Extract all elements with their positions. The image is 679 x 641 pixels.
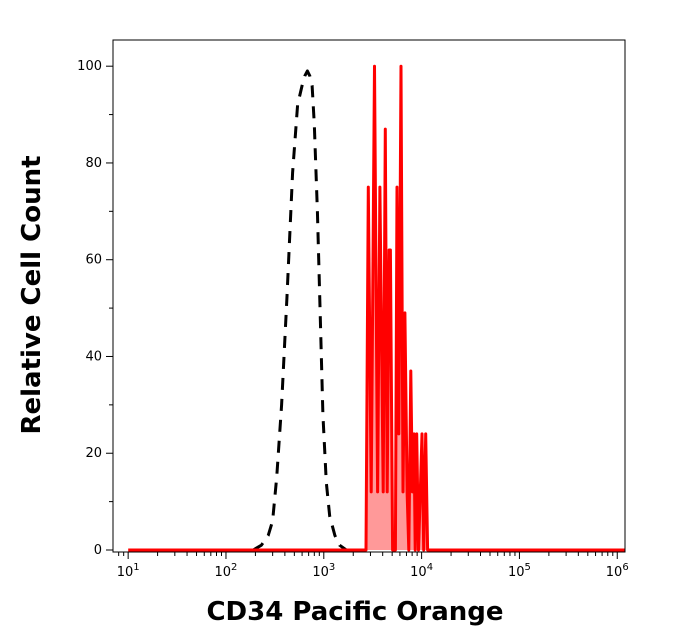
y-tick-label: 0 (94, 543, 102, 558)
x-tick-label: 106 (606, 562, 629, 580)
y-tick-label: 60 (85, 253, 102, 268)
histogram-series (128, 64, 625, 552)
series-0-line (252, 69, 348, 552)
y-axis-title: Relative Cell Count (17, 155, 47, 434)
x-tick-label: 103 (312, 562, 335, 580)
x-axis-title: CD34 Pacific Orange (206, 597, 503, 627)
y-tick-label: 80 (85, 156, 102, 171)
x-tick-label: 101 (117, 562, 140, 580)
x-tick-label: 102 (215, 562, 238, 580)
y-tick-label: 20 (85, 446, 102, 461)
x-tick-label: 104 (410, 562, 433, 580)
y-tick-label: 40 (85, 349, 102, 364)
series-1-line (128, 64, 625, 552)
plot-frame (112, 39, 626, 553)
axes: 0 20 40 60 80 100 101 102 103 104 105 106 (77, 59, 629, 580)
x-tick-label: 105 (508, 562, 531, 580)
y-tick-label: 100 (77, 59, 102, 74)
